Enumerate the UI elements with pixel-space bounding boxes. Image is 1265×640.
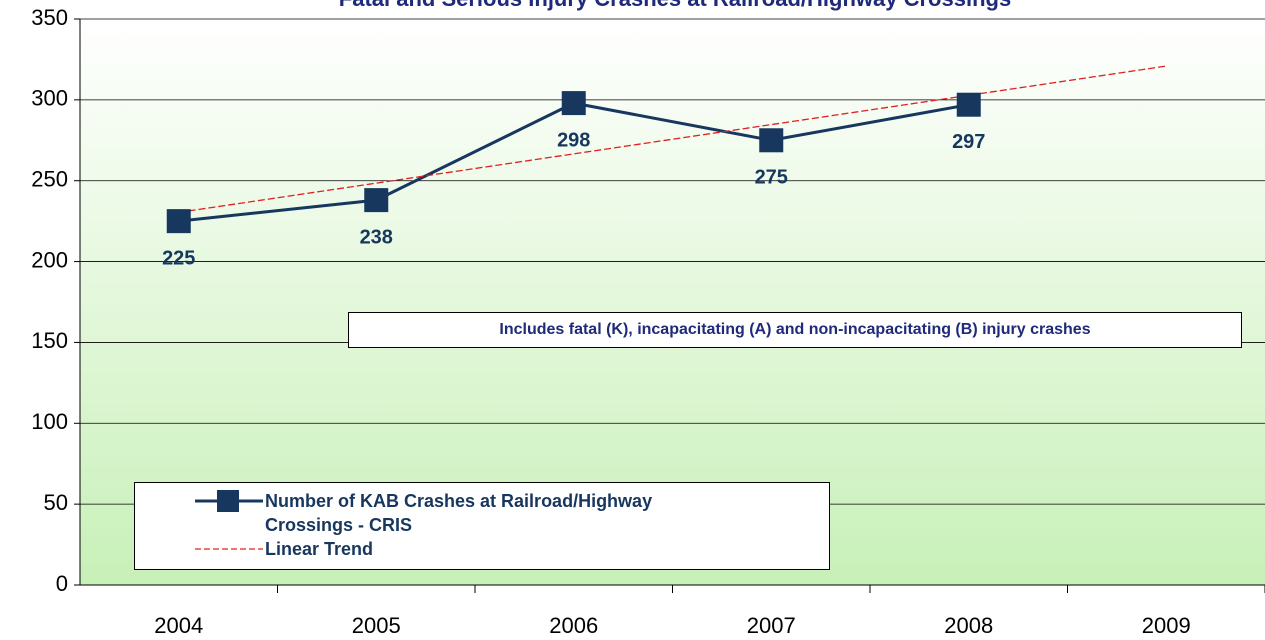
y-tick-label: 100 [31,409,68,434]
x-tick-label: 2004 [154,613,203,638]
legend-label: Number of KAB Crashes at Railroad/Highwa… [265,491,653,535]
x-tick-label: 2009 [1142,613,1191,638]
marker [364,188,389,213]
y-tick-label: 200 [31,247,68,272]
x-tick-label: 2008 [944,613,993,638]
value-label: 238 [360,226,393,248]
annotation: Includes fatal (K), incapacitating (A) a… [348,312,1242,348]
marker [956,92,981,117]
marker [561,91,586,116]
marker [759,128,784,153]
legend-swatches [195,490,263,550]
series-line [178,65,1167,214]
value-label: 225 [162,247,195,269]
value-label: 275 [755,167,788,189]
x-tick-label: 2005 [352,613,401,638]
chart-title: Fatal and Serious Injury Crashes at Rail… [339,0,1011,11]
legend: Number of KAB Crashes at Railroad/Highwa… [134,482,830,570]
x-tick-label: 2007 [747,613,796,638]
x-tick-label: 2006 [549,613,598,638]
y-tick-label: 300 [31,86,68,111]
y-tick-label: 50 [44,490,68,515]
y-tick-label: 250 [31,167,68,192]
y-tick-label: 350 [31,5,68,30]
marker [166,209,191,234]
legend-marker [217,490,239,512]
value-label: 298 [557,129,590,151]
value-label: 297 [952,131,985,153]
y-tick-label: 0 [56,571,68,596]
y-tick-label: 150 [31,328,68,353]
legend-label: Linear Trend [265,539,374,559]
